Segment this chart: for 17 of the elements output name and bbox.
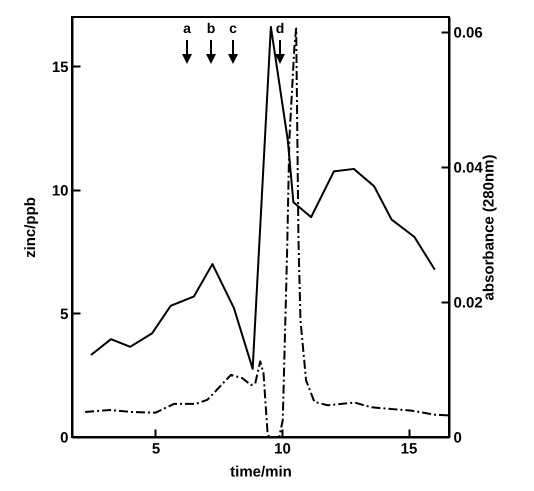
annotation: b	[206, 20, 216, 36]
y-tick-label: 15	[52, 58, 68, 76]
y-tick-label: 5	[60, 306, 68, 323]
annotation: d	[274, 20, 286, 36]
x-tick-label: 15	[400, 440, 418, 458]
annotation: a	[182, 20, 192, 36]
y2-tick-label: 0	[454, 430, 462, 446]
x-tick-label: 5	[152, 440, 160, 458]
x-tick-label: 10	[274, 440, 291, 458]
annotation: c	[228, 20, 238, 36]
y-tick-label: 0	[60, 430, 68, 446]
y-tick-label: 10	[52, 182, 68, 200]
y2-tick-label: 0.04	[454, 159, 484, 176]
y-axis-title: zinc/ppb	[22, 197, 39, 258]
x-axis-title: time/min	[230, 464, 292, 480]
y2-tick-label: 0.02	[454, 294, 483, 312]
y2-tick-label: 0.06	[454, 24, 483, 42]
